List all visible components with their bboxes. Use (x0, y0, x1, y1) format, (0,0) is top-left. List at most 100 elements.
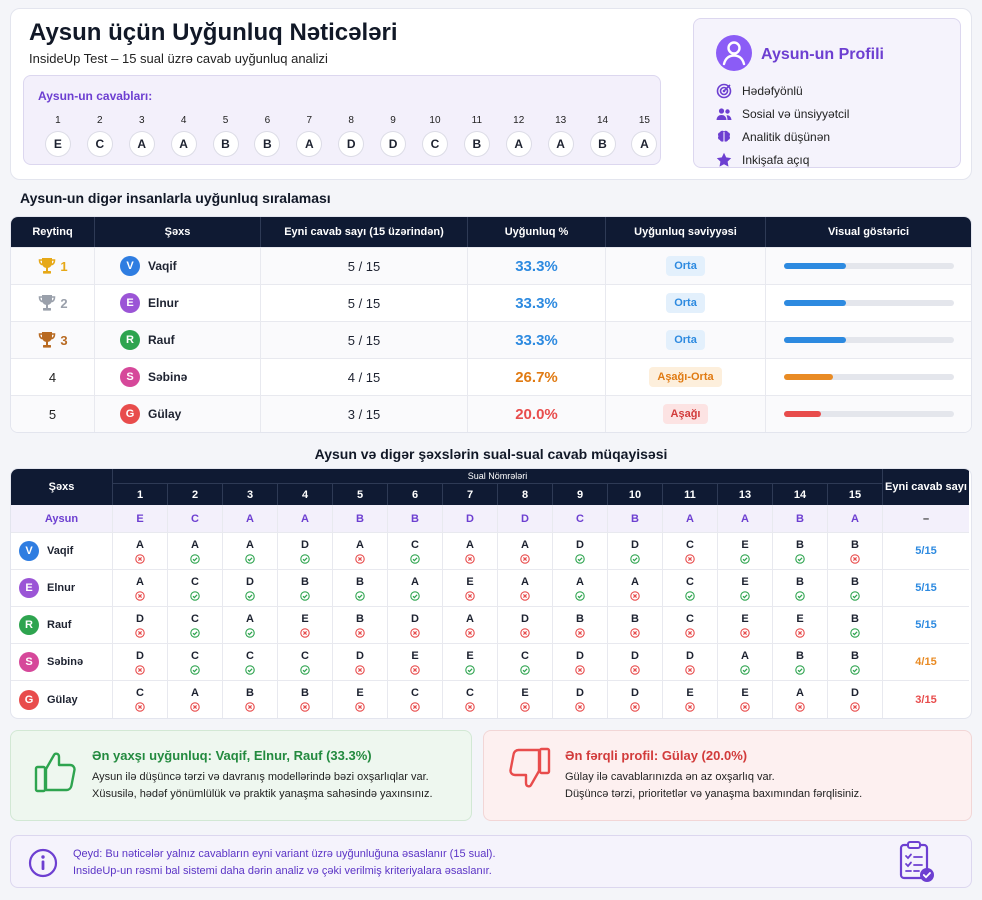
question-number: 5 (222, 115, 229, 126)
compatibility-pct-cell: 33.3% (468, 322, 606, 358)
comparison-table: Şəxs Sual Nömrələri Eyni cavab sayı 1 2 3 4 5 6 7… (10, 468, 972, 719)
cross-icon (355, 664, 365, 675)
answer-letter: C (191, 575, 199, 588)
compatibility-pct-cell: 26.7% (468, 359, 606, 395)
person-name: Vaqif (47, 545, 74, 557)
same-count: 3/15 (915, 693, 937, 706)
check-icon (795, 664, 805, 675)
check-icon (685, 590, 695, 601)
answer-cell: E (388, 644, 443, 681)
level-badge: Aşağı (662, 404, 709, 424)
check-icon (520, 664, 530, 675)
cross-icon (465, 627, 475, 638)
answer-letter: C (686, 612, 694, 625)
page-subtitle: InsideUp Test – 15 sual üzrə cavab uyğun… (29, 51, 328, 66)
answer-chip: D (339, 132, 364, 156)
ranking-row: 2 E Elnur 5 / 15 33.3% Orta (11, 284, 971, 321)
check-icon (795, 590, 805, 601)
cross-icon (410, 627, 420, 638)
question-header: 9 (553, 484, 608, 505)
answer-cell: B (553, 607, 608, 644)
answer-cell: E (443, 570, 498, 607)
answer-cell: A (608, 570, 663, 607)
compatibility-pct: 20.0% (515, 405, 558, 423)
answer-letter: B (851, 612, 859, 625)
cross-icon (630, 702, 640, 712)
answer-cell: D (498, 607, 553, 644)
cross-icon (630, 590, 640, 601)
question-header: 1 (113, 484, 168, 505)
trait-label: Hədəfyönlü (742, 83, 803, 98)
answer-letter: D (136, 649, 144, 662)
answer-cell: A (113, 533, 168, 570)
level-cell: Aşağı (606, 396, 766, 432)
question-header: 10 (608, 484, 663, 505)
cross-icon (355, 553, 365, 564)
answer-letter: B (301, 575, 309, 588)
cross-icon (795, 702, 805, 712)
best-match-title: Ən yaxşı uyğunluq: Vaqif, Elnur, Rauf (3… (92, 748, 372, 763)
check-icon (850, 590, 860, 601)
trait-item: Hədəfyönlü (716, 79, 849, 102)
answer-letter: A (521, 575, 529, 588)
aysun-answer: B (773, 505, 828, 533)
column-group-header: Sual Nömrələri (113, 469, 883, 484)
column-header-person: Şəxs (11, 469, 113, 505)
question-header: 15 (828, 484, 883, 505)
answer-cell: E (443, 644, 498, 681)
level-badge: Orta (666, 256, 705, 276)
answer-letter: D (851, 687, 859, 699)
answer-cell: C (388, 533, 443, 570)
answer-cell: A (718, 644, 773, 681)
cross-icon (135, 627, 145, 638)
check-icon (190, 590, 200, 601)
same-count: 5 / 15 (261, 285, 468, 321)
check-icon (410, 590, 420, 601)
same-count: 5/15 (883, 533, 969, 570)
answer-cell: B (608, 607, 663, 644)
check-icon (575, 553, 585, 564)
answer-letter: B (631, 612, 639, 625)
check-icon (465, 664, 475, 675)
rank-cell: 4 (11, 359, 95, 395)
profile-avatar-icon (716, 35, 752, 71)
answer-letter: A (356, 538, 364, 551)
same-count: 5/15 (883, 570, 969, 607)
best-match-text: Xüsusilə, hədəf yönümlülük və praktik ya… (92, 788, 433, 800)
answer-letter: C (136, 687, 144, 699)
answer-letter: E (686, 687, 694, 699)
question-header: 5 (333, 484, 388, 505)
aysun-answer: A (663, 505, 718, 533)
answer-letter: C (686, 538, 694, 551)
aysun-label: Aysun (11, 505, 113, 533)
check-icon (575, 590, 585, 601)
answer-cell: C (168, 644, 223, 681)
avatar: S (120, 367, 140, 387)
answer-cell: C (498, 644, 553, 681)
check-icon (300, 664, 310, 675)
compatibility-pct-cell: 20.0% (468, 396, 606, 432)
answer-cell: D (553, 533, 608, 570)
answer-letter: A (246, 612, 254, 625)
rank-number: 1 (60, 258, 68, 274)
person-cell: E Elnur (95, 285, 261, 321)
rank-cell: 1 (11, 248, 95, 284)
answer-letter: A (521, 538, 529, 551)
check-icon (300, 590, 310, 601)
cross-icon (465, 702, 475, 712)
column-header: Visual göstərici (827, 226, 910, 238)
answer-chip: B (590, 132, 615, 156)
answer-letter: E (411, 649, 419, 662)
cross-icon (520, 553, 530, 564)
level-badge: Orta (666, 293, 705, 313)
answer-cell: D (113, 607, 168, 644)
question-header: 2 (168, 484, 223, 505)
aysun-answer: A (278, 505, 333, 533)
level-badge: Aşağı-Orta (649, 367, 722, 387)
cross-icon (190, 702, 200, 712)
